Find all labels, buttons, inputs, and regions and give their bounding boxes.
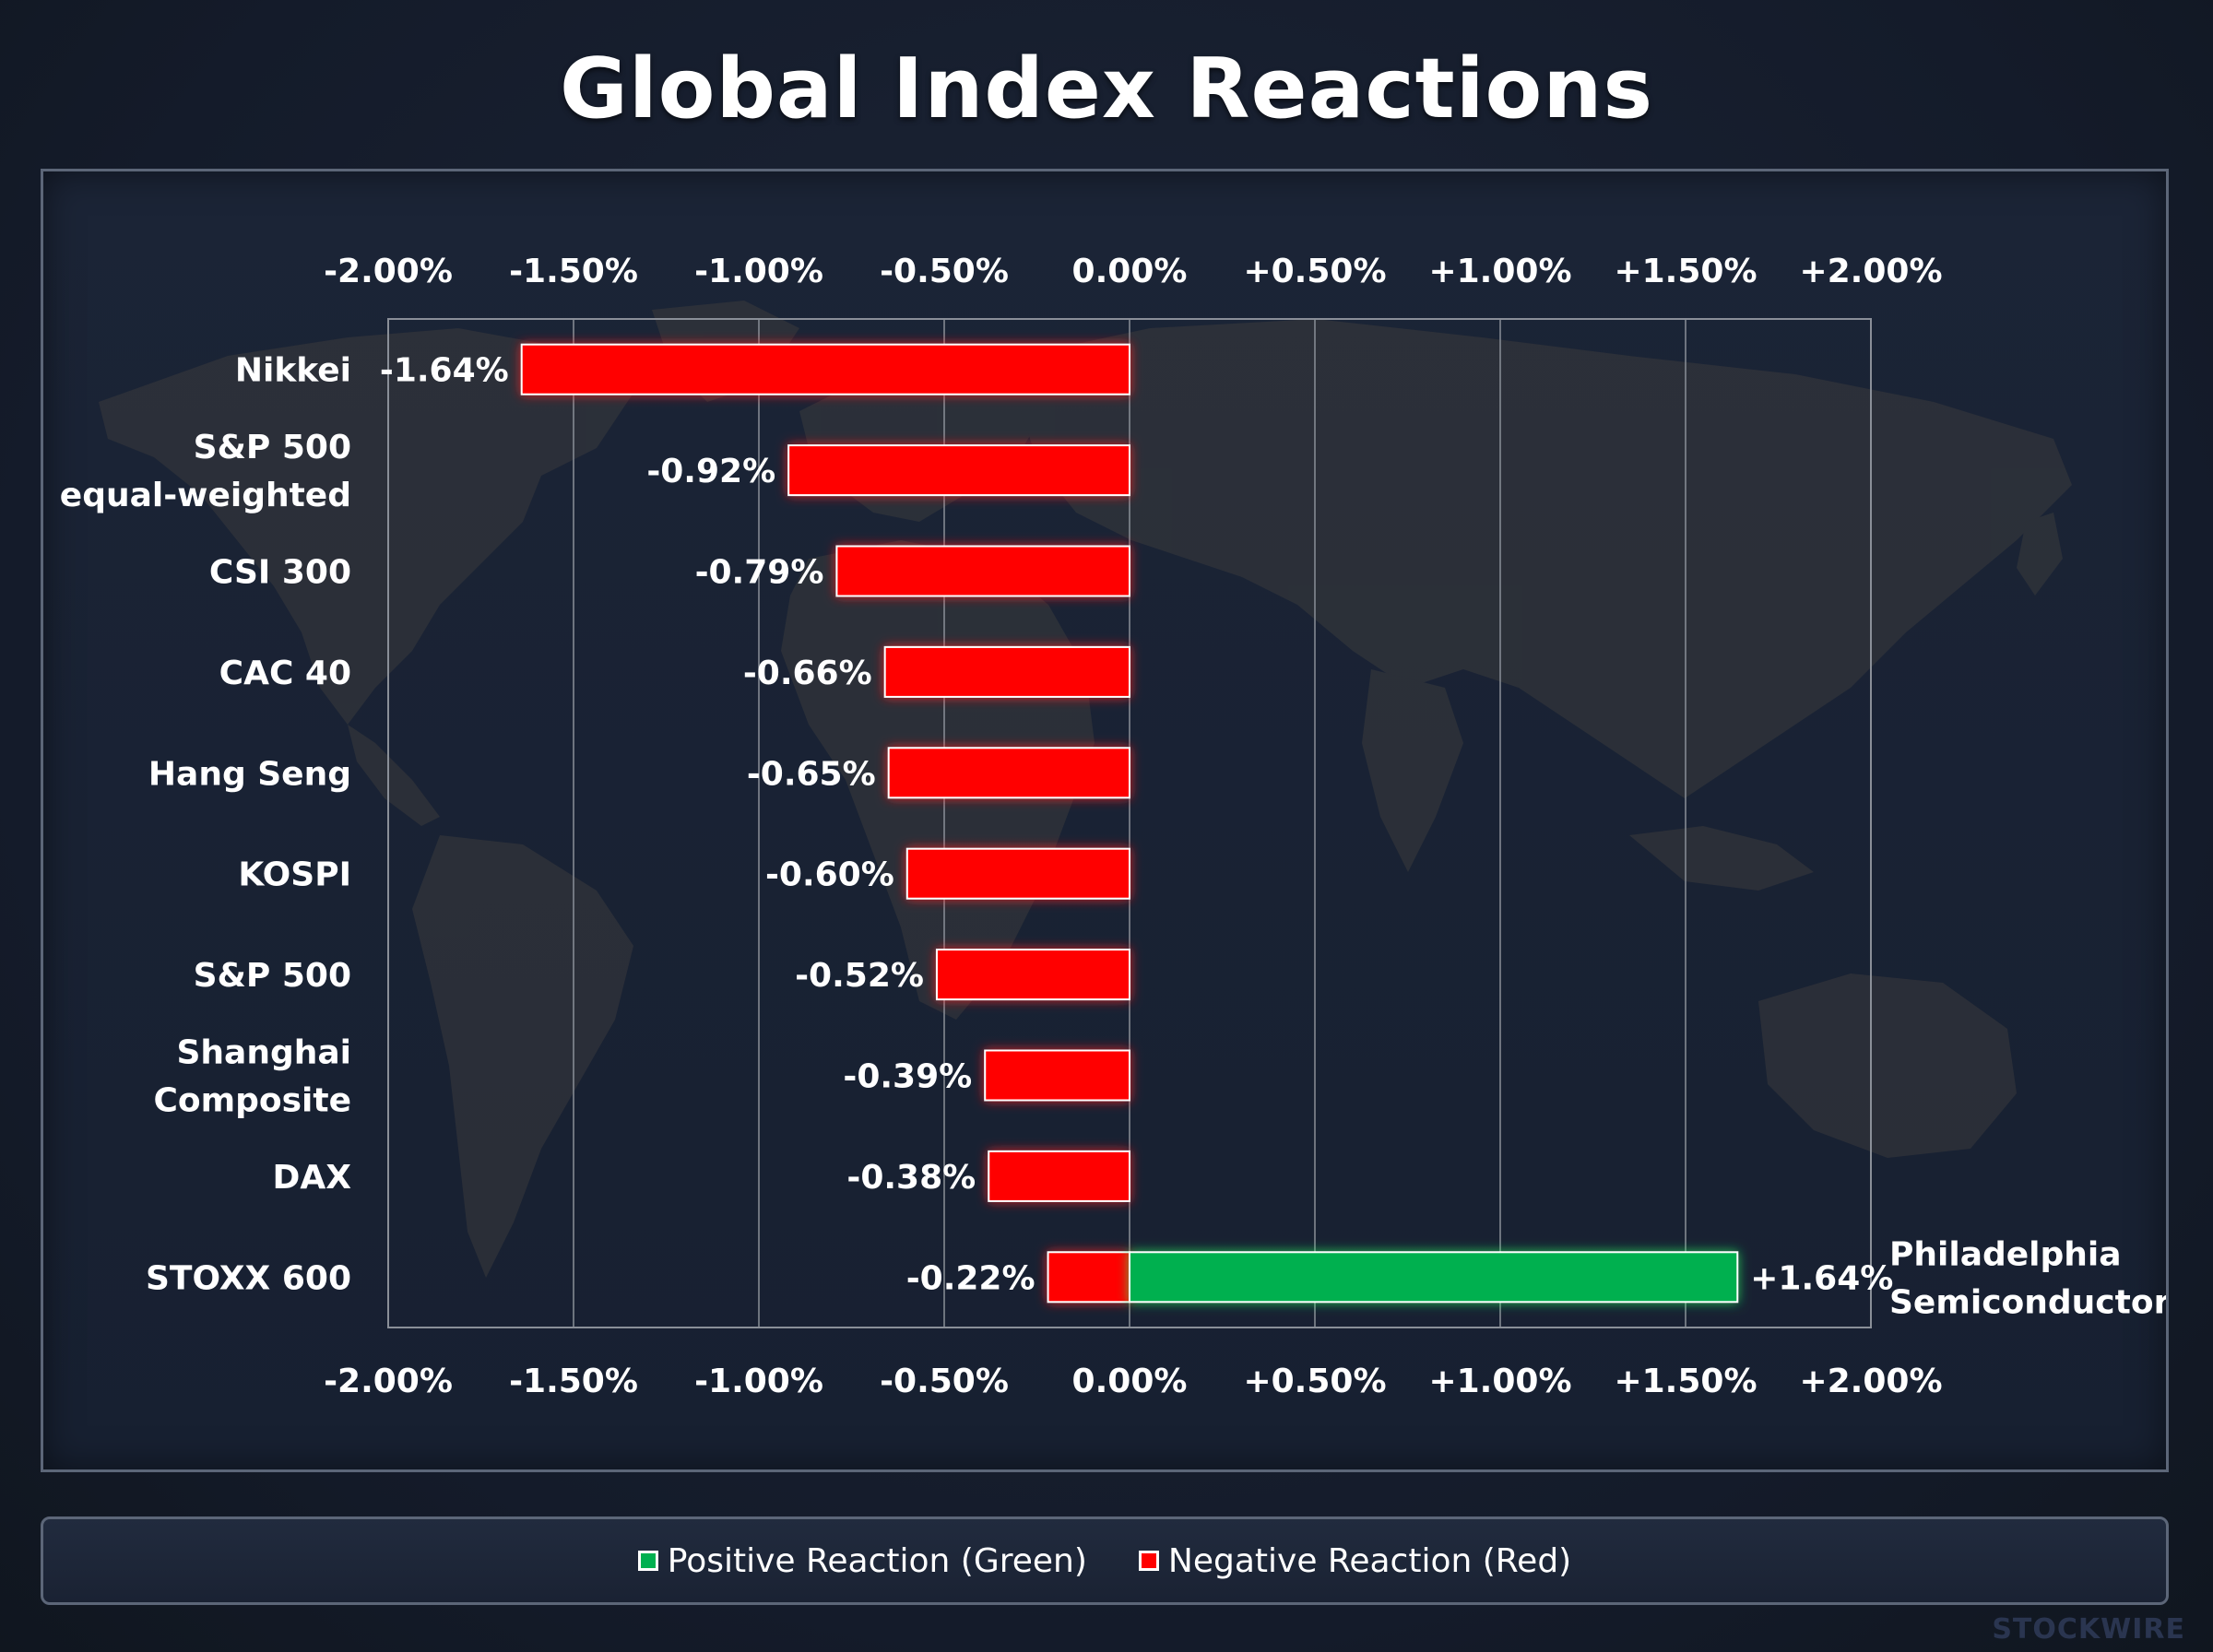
data-label: -0.92% <box>646 453 775 490</box>
x-tick-label-top: +1.00% <box>1428 253 1571 290</box>
bar <box>835 545 1130 597</box>
chart-panel: -2.00% -2.00% -1.50% -1.50% -1.00% -1.00% -0.5… <box>41 169 2169 1472</box>
category-label: KOSPI <box>238 856 351 894</box>
x-tick-label-bottom: -1.00% <box>694 1363 823 1400</box>
data-label: -0.65% <box>747 755 876 793</box>
bar-chart: -2.00% -2.00% -1.50% -1.50% -1.00% -1.00% -0.5… <box>60 253 2166 1400</box>
category-label: S&P 500 <box>194 957 351 995</box>
bar <box>1129 1251 1739 1304</box>
data-label: +1.64% <box>1750 1259 1893 1297</box>
legend-swatch-positive <box>637 1551 658 1571</box>
category-label: Nikkei <box>235 352 351 390</box>
x-tick-label-top: 0.00% <box>1072 253 1188 290</box>
category-label: CAC 40 <box>219 655 351 692</box>
x-tick-label-bottom: +2.00% <box>1799 1363 1942 1400</box>
bar <box>1047 1251 1131 1304</box>
category-label: Shanghai Composite <box>153 1034 351 1120</box>
legend-label-positive: Positive Reaction (Green) <box>667 1541 1087 1580</box>
data-label: -1.64% <box>380 352 509 390</box>
x-tick-label-top: -1.00% <box>694 253 823 290</box>
bar <box>988 1150 1130 1202</box>
category-label: Philadelphia Semiconductor <box>1889 1235 2166 1321</box>
x-tick-label-bottom: +0.50% <box>1243 1363 1386 1400</box>
legend-item-negative: Negative Reaction (Red) <box>1138 1541 1572 1580</box>
world-map-background <box>99 301 2072 1278</box>
x-tick-label-bottom: +1.50% <box>1614 1363 1757 1400</box>
data-label: -0.52% <box>795 957 924 995</box>
legend: Positive Reaction (Green) Negative React… <box>41 1516 2169 1605</box>
legend-item-positive: Positive Reaction (Green) <box>637 1541 1087 1580</box>
bar <box>887 747 1130 799</box>
chart-title: Global Index Reactions <box>559 41 1654 137</box>
data-label: -0.60% <box>765 856 894 894</box>
bar <box>905 847 1130 900</box>
x-tick-label-top: -0.50% <box>880 253 1009 290</box>
x-tick-label-bottom: -2.00% <box>324 1363 453 1400</box>
x-tick-label-bottom: 0.00% <box>1072 1363 1188 1400</box>
labels: -2.00% -2.00% -1.50% -1.50% -1.00% -1.00% -0.5… <box>60 253 2166 1400</box>
bar <box>787 444 1130 497</box>
category-label: STOXX 600 <box>146 1259 351 1297</box>
bar <box>520 343 1130 395</box>
x-tick-label-bottom: +1.00% <box>1428 1363 1571 1400</box>
bars <box>520 343 1739 1304</box>
data-label: -0.38% <box>846 1159 976 1197</box>
data-label: -0.79% <box>695 554 824 592</box>
x-tick-label-top: +2.00% <box>1799 253 1942 290</box>
category-label: CSI 300 <box>209 554 351 592</box>
legend-label-negative: Negative Reaction (Red) <box>1167 1541 1572 1580</box>
x-tick-label-top: +1.50% <box>1614 253 1757 290</box>
data-label: -0.22% <box>906 1259 1035 1297</box>
x-tick-label-bottom: -0.50% <box>880 1363 1009 1400</box>
category-label: S&P 500 equal-weighted <box>60 429 351 514</box>
x-tick-label-top: -2.00% <box>324 253 453 290</box>
x-tick-label-top: -1.50% <box>509 253 638 290</box>
data-label: -0.39% <box>843 1058 972 1096</box>
data-label: -0.66% <box>743 655 872 692</box>
legend-swatch-negative <box>1138 1551 1159 1571</box>
category-label: Hang Seng <box>148 755 351 793</box>
bar <box>935 949 1131 1001</box>
grid <box>387 318 1872 1328</box>
x-tick-label-top: +0.50% <box>1243 253 1386 290</box>
x-tick-label-bottom: -1.50% <box>509 1363 638 1400</box>
category-label: DAX <box>273 1159 352 1197</box>
bar <box>984 1049 1130 1102</box>
bar <box>883 645 1130 698</box>
watermark-logo: STOCKWIRE <box>1992 1613 2185 1646</box>
